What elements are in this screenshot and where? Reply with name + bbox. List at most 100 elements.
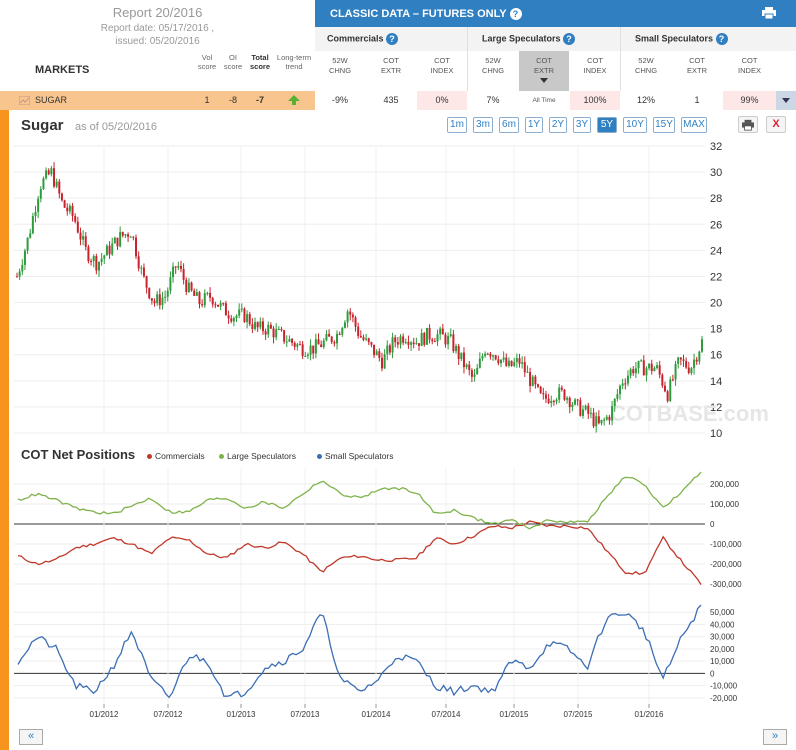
candle-body <box>140 267 143 269</box>
legend-dot <box>219 454 224 460</box>
cot-chart: -300,000 -200,000 -100,000 0 100,000 200,000 -… <box>14 468 742 719</box>
y-tick-label: -300,000 <box>710 580 742 589</box>
help-icon[interactable]: ? <box>386 33 399 45</box>
help-icon[interactable]: ? <box>563 33 576 45</box>
candle-body <box>232 317 235 322</box>
candle-body <box>68 205 71 212</box>
zoom-1y-button[interactable]: 1Y <box>525 117 543 133</box>
zoom-5y-button[interactable]: 5Y <box>597 117 617 133</box>
candle-body <box>465 364 468 368</box>
trend-header: Long-term trend <box>276 53 312 71</box>
candle-body <box>84 236 87 247</box>
x-tick-label: 07/2015 <box>564 710 593 719</box>
y-tick-label: 20,000 <box>710 645 735 654</box>
candle-body <box>238 309 241 316</box>
candle-body <box>494 355 497 360</box>
column-header[interactable]: 52W CHNG <box>634 56 658 75</box>
zoom-15y-button[interactable]: 15Y <box>653 117 675 133</box>
candle-body <box>166 290 169 297</box>
legend-large-speculators[interactable]: Large Speculators <box>219 451 296 461</box>
candle-body <box>195 292 198 296</box>
candle-body <box>193 290 196 296</box>
candle-body <box>328 333 331 337</box>
column-header[interactable]: COT EXTR <box>380 56 401 75</box>
candle-body <box>507 360 510 366</box>
candle-body <box>449 334 452 337</box>
market-row-sugar[interactable]: SUGAR 1 -8 -7 -9% 435 0% 7% All Time 100… <box>0 91 796 110</box>
column-header[interactable]: COT INDEX <box>583 56 607 75</box>
column-header[interactable]: COT INDEX <box>738 56 761 75</box>
watermark: COTBASE.com <box>610 401 769 426</box>
candle-body <box>698 351 701 362</box>
candle-body <box>357 326 360 336</box>
candle-body <box>172 266 175 278</box>
candle-body <box>251 324 254 329</box>
candle-body <box>402 336 405 343</box>
candle-body <box>71 205 74 217</box>
scroll-left-button[interactable]: « <box>19 729 43 745</box>
print-chart-button[interactable] <box>738 116 758 133</box>
classic-data-title: CLASSIC DATA – FUTURES ONLY ? <box>330 8 522 21</box>
zoom-max-button[interactable]: MAX <box>681 117 707 133</box>
chart-as-of: as of 05/20/2016 <box>75 121 157 133</box>
zoom-3m-button[interactable]: 3m <box>473 117 493 133</box>
legend-commercials[interactable]: Commercials <box>147 451 205 461</box>
candle-body <box>626 375 629 384</box>
help-icon[interactable]: ? <box>715 33 728 45</box>
candle-body <box>261 321 264 332</box>
print-icon[interactable] <box>762 7 776 19</box>
divider <box>467 27 468 91</box>
expand-dropdown-button[interactable] <box>776 91 796 110</box>
scroll-right-button[interactable]: » <box>763 729 787 745</box>
candle-body <box>116 237 119 247</box>
report-date-line: Report date: 05/17/2016 , <box>100 23 215 34</box>
candle-body <box>439 328 442 335</box>
oi-score-header: OI score <box>223 53 243 71</box>
close-chart-button[interactable]: X <box>766 116 786 133</box>
y-tick-label: 10 <box>710 428 722 440</box>
candle-body <box>375 351 378 356</box>
candle-body <box>597 416 600 424</box>
x-tick-label: 01/2012 <box>90 710 119 719</box>
candle-body <box>320 344 323 348</box>
small-cot-index: 99% <box>723 91 776 110</box>
zoom-10y-button[interactable]: 10Y <box>623 117 647 133</box>
candle-body <box>682 359 685 361</box>
candle-body <box>306 354 309 356</box>
candle-body <box>579 400 582 416</box>
column-header-sorted[interactable]: COT EXTR <box>519 51 569 91</box>
candle-body <box>534 376 537 385</box>
candle-body <box>476 367 479 375</box>
candle-body <box>137 256 140 269</box>
candle-body <box>645 368 648 376</box>
candle-body <box>425 327 428 345</box>
column-header[interactable]: 52W CHNG <box>481 56 505 75</box>
column-header[interactable]: COT EXTR <box>686 56 707 75</box>
candle-body <box>330 336 333 342</box>
zoom-2y-button[interactable]: 2Y <box>549 117 567 133</box>
help-icon[interactable]: ? <box>509 8 522 21</box>
candle-body <box>365 338 368 340</box>
candle-body <box>563 389 566 400</box>
candle-body <box>542 393 545 395</box>
column-header[interactable]: COT INDEX <box>430 56 454 75</box>
candle-body <box>29 233 32 238</box>
candle-body <box>497 359 500 364</box>
oi-score: -8 <box>228 95 237 105</box>
candle-body <box>611 406 614 421</box>
candle-body <box>685 360 688 368</box>
candle-body <box>34 211 37 217</box>
zoom-1m-button[interactable]: 1m <box>447 117 467 133</box>
candle-body <box>201 304 204 306</box>
candle-body <box>214 304 217 306</box>
y-tick-label: 0 <box>710 520 715 529</box>
chart-icon <box>19 96 30 105</box>
column-header[interactable]: 52W CHNG <box>328 56 352 75</box>
zoom-6m-button[interactable]: 6m <box>499 117 519 133</box>
report-title: Report 20/2016 <box>112 5 203 20</box>
candle-body <box>447 336 450 345</box>
market-name[interactable]: SUGAR <box>35 95 68 105</box>
candle-body <box>127 234 130 237</box>
zoom-3y-button[interactable]: 3Y <box>573 117 591 133</box>
legend-small-speculators[interactable]: Small Speculators <box>317 451 394 461</box>
